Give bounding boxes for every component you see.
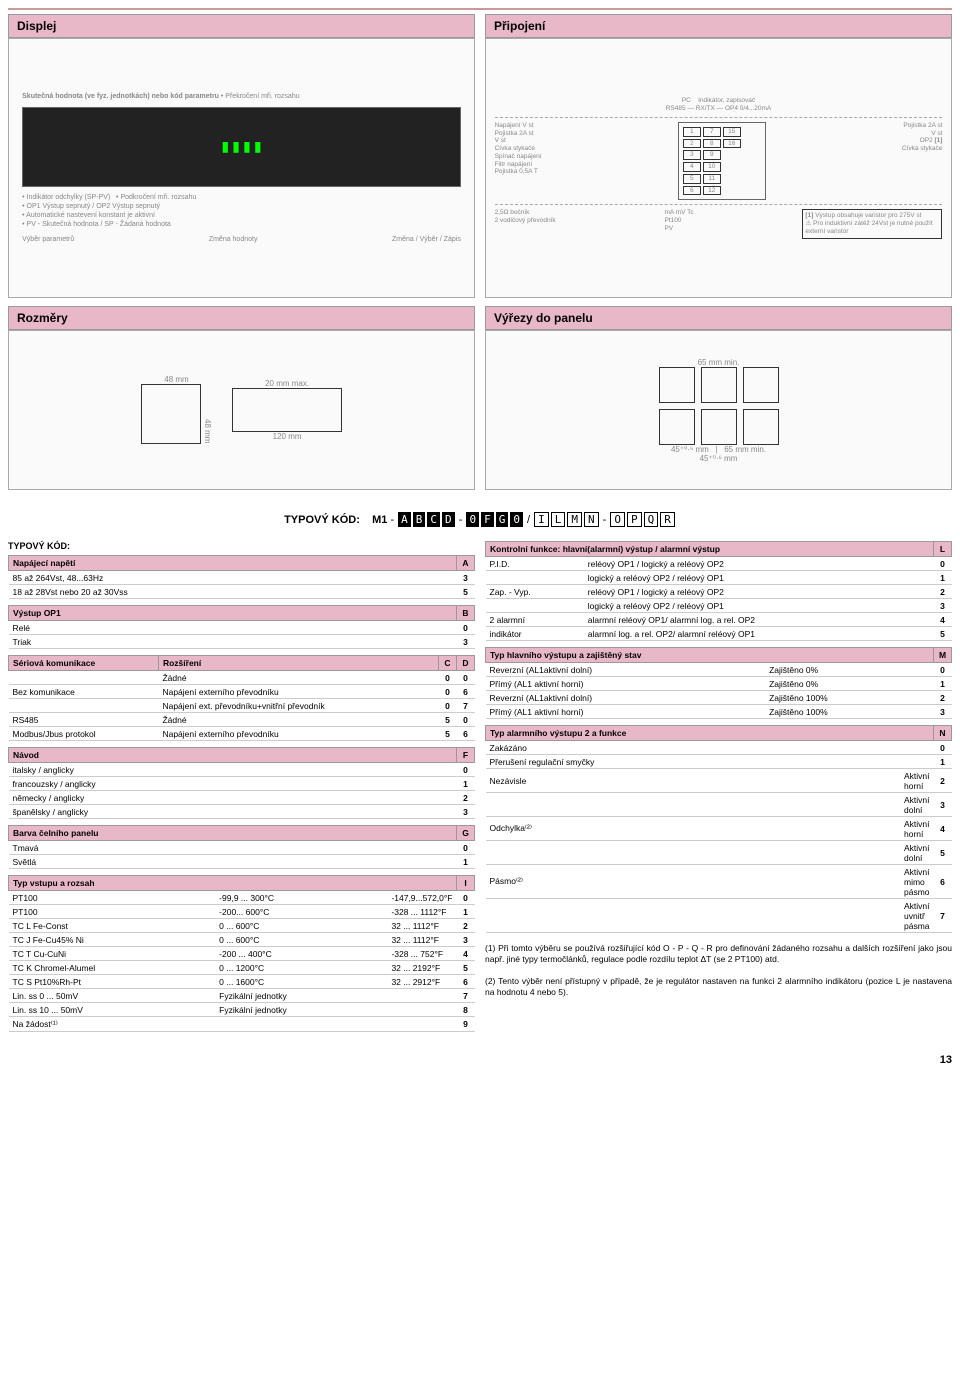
table-alarm2: Typ alarmního výstupu 2 a funkceN Zakázá… (485, 725, 952, 933)
section-display: Displej (8, 14, 475, 38)
cutout-diagram: 65 mm min. 45⁺⁰·⁶ mm | 65 mm min. 45⁺⁰·⁶… (485, 330, 952, 490)
table-manual: NávodF italsky / anglicky0francouzsky / … (8, 747, 475, 819)
table-control: Kontrolní funkce: hlavní(alarmní) výstup… (485, 541, 952, 641)
heading-type-code: TYPOVÝ KÓD: (8, 541, 475, 551)
dimensions-diagram: 48 mm 48 mm 20 mm max. 120 mm (8, 330, 475, 490)
table-mainout: Typ hlavního výstupu a zajištěný stavM R… (485, 647, 952, 719)
table-supply: Napájecí napětíA 85 až 264Vst, 48...63Hz… (8, 555, 475, 599)
table-op1: Výstup OP1B Relé0Triak3 (8, 605, 475, 649)
footnote-2: (2) Tento výběr není přístupný v případě… (485, 976, 952, 999)
terminal-block: 1715 2816 39 410 511 612 (678, 122, 766, 201)
connection-diagram: PC Indikátor, zapisovač RS485 — RX/TX — … (485, 38, 952, 298)
table-serial: Sériová komunikaceRozšířeníCD Žádné00Bez… (8, 655, 475, 741)
page-number: 13 (8, 1054, 952, 1066)
top-rule (8, 8, 952, 10)
section-dimensions: Rozměry (8, 306, 475, 330)
section-connection: Připojení (485, 14, 952, 38)
footnote-1: (1) Při tomto výběru se používá rozšiřuj… (485, 943, 952, 966)
section-cutout: Výřezy do panelu (485, 306, 952, 330)
type-code-line: TYPOVÝ KÓD: M1 - ABCD - 0FG0 / ILMN - OP… (8, 512, 952, 527)
display-diagram: Skutečná hodnota (ve fyz. jednotkách) ne… (8, 38, 475, 298)
table-bezel: Barva čelního paneluG Tmavá0Světlá1 (8, 825, 475, 869)
table-input: Typ vstupu a rozsahI PT100-99,9 ... 300°… (8, 875, 475, 1032)
